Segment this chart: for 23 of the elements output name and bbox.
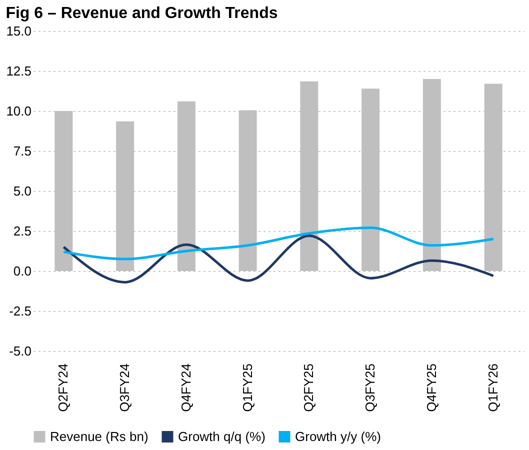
y-tick-label: 15.0 [6, 24, 32, 38]
line-series [62, 226, 495, 260]
x-tick-label: Q1FY25 [240, 364, 255, 412]
x-tick-label: Q4FY25 [424, 364, 439, 412]
x-tick-label: Q2FY24 [56, 364, 71, 412]
y-tick-label: 5.0 [13, 184, 32, 198]
y-tick-label: -2.5 [9, 304, 32, 318]
x-tick-label: Q4FY24 [178, 364, 194, 412]
x-tick-label: Q3FY24 [117, 364, 132, 412]
legend-label: Revenue (Rs bn) [50, 428, 148, 444]
x-tick-label: Q3FY25 [362, 364, 378, 412]
y-tick-label: 0.0 [13, 264, 32, 278]
y-tick-label: 7.5 [13, 144, 32, 158]
line-series [62, 234, 495, 284]
legend-label: Growth q/q (%) [178, 428, 266, 444]
y-tick-label: 2.5 [13, 224, 32, 238]
y-tick-label: -5.0 [9, 344, 32, 358]
x-tick-label: Q2FY25 [301, 364, 316, 412]
y-tick-label: 12.5 [6, 64, 32, 78]
chart-title: Fig 6 – Revenue and Growth Trends [6, 5, 278, 22]
x-tick-label: Q1FY26 [485, 364, 500, 412]
y-tick-label: 10.0 [6, 104, 32, 118]
legend-label: Growth y/y (%) [295, 428, 381, 444]
